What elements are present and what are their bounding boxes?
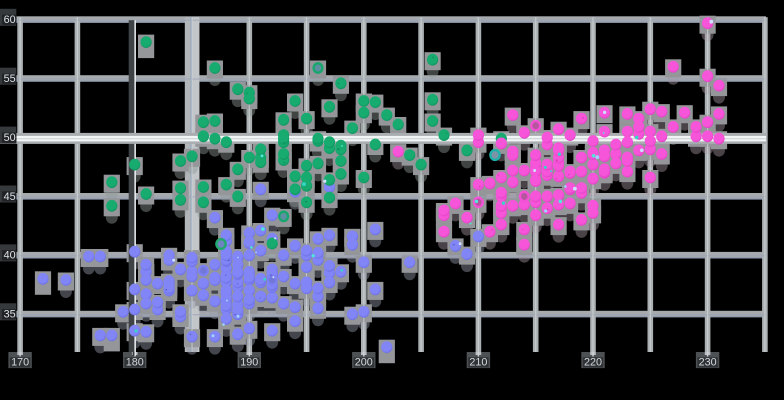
svg-text:190: 190 <box>240 357 258 369</box>
svg-text:180: 180 <box>126 357 144 369</box>
svg-text:45: 45 <box>4 191 16 203</box>
svg-text:35: 35 <box>4 309 16 321</box>
svg-text:200: 200 <box>355 357 373 369</box>
svg-text:40: 40 <box>4 250 16 262</box>
svg-text:210: 210 <box>469 357 487 369</box>
svg-text:50: 50 <box>4 132 16 144</box>
svg-text:55: 55 <box>4 73 16 85</box>
svg-text:170: 170 <box>11 357 29 369</box>
svg-text:60: 60 <box>4 14 16 26</box>
svg-text:230: 230 <box>699 357 717 369</box>
svg-text:220: 220 <box>584 357 602 369</box>
